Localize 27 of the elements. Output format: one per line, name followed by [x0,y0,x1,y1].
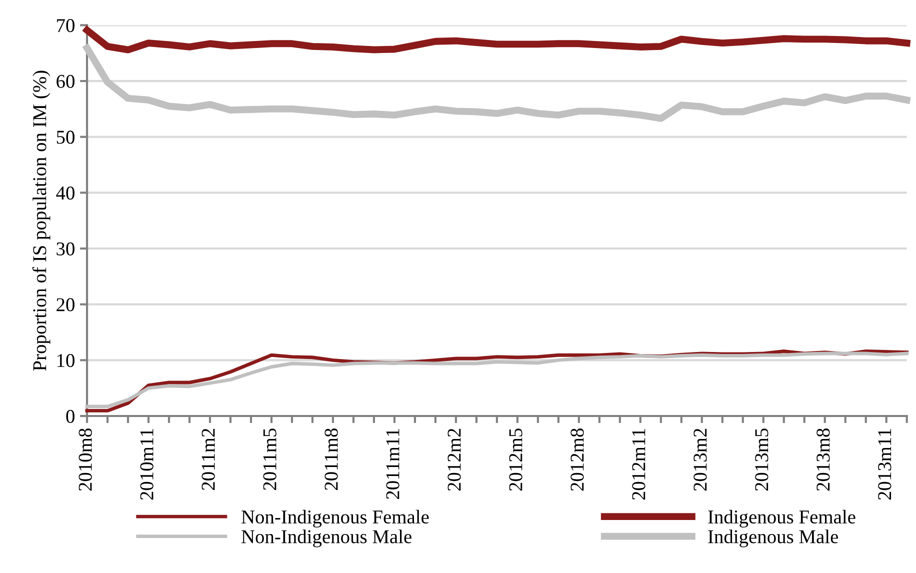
legend-label: Non-Indigenous Female [242,510,429,528]
y-tick-label: 70 [57,19,74,32]
x-tick-label: 2013m5 [755,428,768,491]
x-tick-label: 2011m2 [202,428,215,490]
y-tick-label: 60 [56,74,74,88]
x-tick-label: 2013m11 [878,428,892,500]
x-tick-label: 2012m11 [632,428,646,500]
x-tick-label: 2012m5 [509,428,522,491]
x-tick-label: 2010m8 [78,428,92,491]
legend-label: Indigenous Female [708,510,856,528]
x-tick-label: 2013m2 [694,428,707,491]
y-tick-label: 10 [57,354,74,368]
legend-label: Indigenous Male [708,530,838,548]
x-tick-label: 2011m11 [386,428,400,499]
x-tick-label: 2011m8 [324,428,338,490]
x-tick-label: 2011m5 [263,428,276,490]
y-tick-label: 30 [56,242,74,256]
y-tick-label: 20 [56,298,74,312]
x-tick-label: 2012m2 [448,428,461,491]
y-axis-title: Proportion of IS population on IM (%) [32,70,50,371]
x-tick-label: 2010m11 [140,428,154,500]
legend-label: Non-Indigenous Male [242,530,412,548]
y-tick-label: 40 [56,186,74,200]
y-tick-label: 0 [66,410,74,423]
y-tick-label: 50 [56,130,74,144]
x-tick-label: 2013m8 [816,428,830,491]
x-tick-label: 2012m8 [570,428,584,491]
